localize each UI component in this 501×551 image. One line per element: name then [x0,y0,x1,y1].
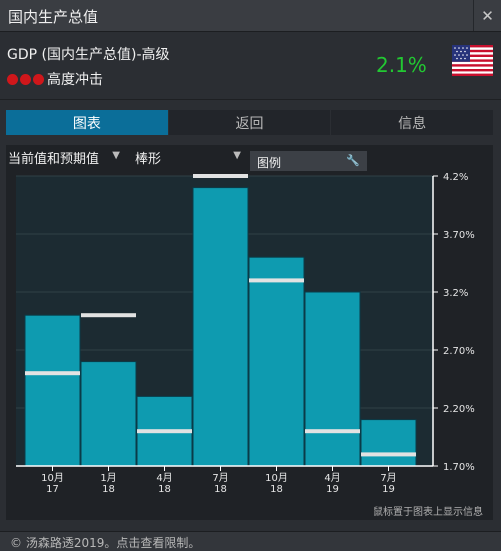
x-tick-label: 7月 19 [380,472,396,495]
impact-dot-icon [20,73,31,85]
bar [304,291,361,467]
impact-label: 高度冲击 [47,72,103,88]
change-value: 2.1% [376,53,427,77]
tab-bar: 图表 返回 信息 [6,110,494,135]
bar [248,256,305,467]
bar [360,419,417,467]
bar [24,314,81,467]
x-tick-label: 4月 18 [156,472,172,495]
forecast-marker [305,429,360,434]
header-divider [0,99,501,100]
forecast-marker [81,313,136,318]
x-tick-label: 4月 19 [324,472,340,495]
forecast-marker [193,174,248,178]
series-select[interactable]: 当前值和预期值 ▼ [8,147,126,167]
impact-rating: 高度冲击 [7,69,103,89]
y-tick-label: 4.2% [443,172,468,183]
y-tick-label: 3.2% [443,288,468,299]
impact-dot-icon [33,73,44,85]
gdp-bar-chart[interactable]: 1.70% 2.20% 2.70% 3.2% 3.70% 4.2% 10月 17 1月 18 4月 1… [6,172,493,502]
series-select-value: 当前值和预期值 [8,151,100,167]
forecast-marker [137,429,192,434]
indicator-name: GDP (国内生产总值)-高级 [7,47,170,63]
bar [192,187,249,467]
legend-label: 图例 [257,156,282,170]
chevron-down-icon: ▼ [233,150,241,161]
x-tick-label: 7月 18 [212,472,228,495]
bar [80,361,137,467]
x-tick-label: 1月 18 [100,472,116,495]
y-tick-label: 2.20% [443,404,475,415]
window-title: 国内生产总值 [8,8,99,26]
x-tick-label: 10月 17 [41,472,64,495]
tab-info[interactable]: 信息 [331,110,494,135]
x-tick-label: 10月 18 [265,472,288,495]
impact-dot-icon [7,73,18,85]
y-tick-label: 1.70% [443,462,475,473]
forecast-marker [361,452,416,457]
chart-hint: 鼠标置于图表上显示信息 [373,507,483,518]
copyright-link[interactable]: © 汤森路透2019。点击查看限制。 [10,536,201,550]
chevron-down-icon: ▼ [112,150,120,161]
legend-button[interactable]: 图例 🔧 [250,151,367,171]
forecast-marker [249,278,304,283]
tab-chart[interactable]: 图表 [6,110,169,135]
wrench-icon: 🔧 [346,154,360,167]
indicator-header: GDP (国内生产总值)-高级 高度冲击 2.1% [0,32,501,98]
y-tick-label: 2.70% [443,346,475,357]
tab-back[interactable]: 返回 [168,110,332,135]
close-button[interactable]: ✕ [473,0,501,31]
us-flag-icon [452,45,493,76]
footer: © 汤森路透2019。点击查看限制。 [0,531,501,551]
chart-type-select[interactable]: 棒形 ▼ [135,147,247,167]
forecast-marker [25,371,80,376]
y-tick-label: 3.70% [443,230,475,241]
close-icon: ✕ [481,6,494,25]
window-titlebar: 国内生产总值 ✕ [0,0,501,32]
chart-type-select-value: 棒形 [135,151,162,167]
